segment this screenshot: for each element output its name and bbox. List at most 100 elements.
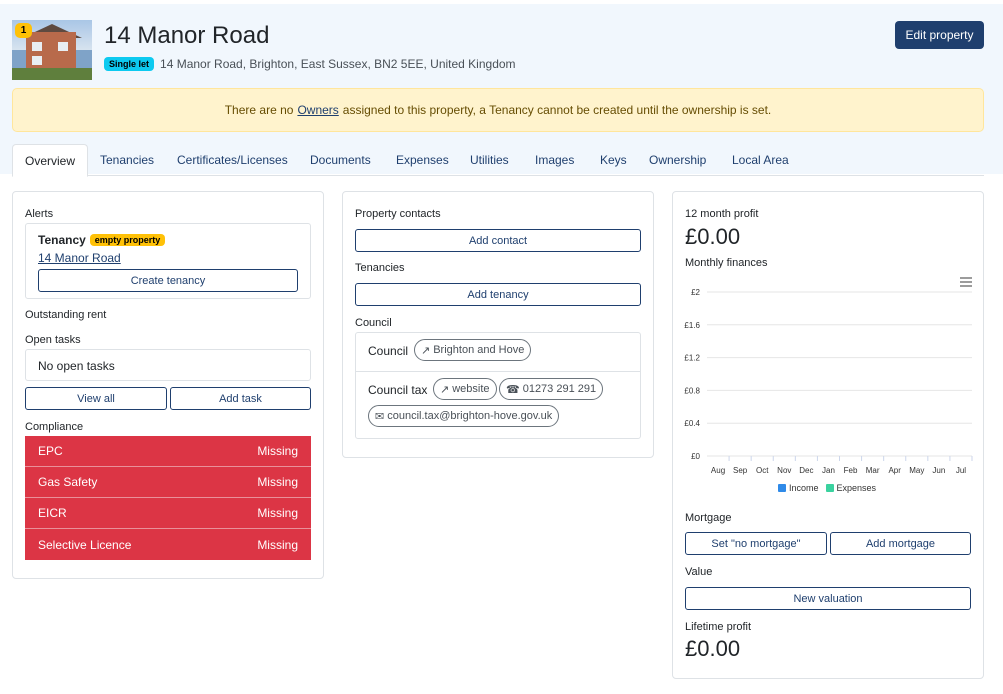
alerts-label: Alerts	[25, 208, 54, 220]
council-section-label: Council	[355, 317, 392, 329]
outstanding-rent-label: Outstanding rent	[25, 309, 107, 321]
y-tick-label: £0.8	[684, 386, 700, 395]
add-tenancy-button[interactable]: Add tenancy	[355, 283, 641, 306]
council-tax-email: council.tax@brighton-hove.gov.uk	[387, 410, 553, 422]
image-count-badge: 1	[15, 23, 32, 38]
monthly-finances-label: Monthly finances	[685, 257, 768, 269]
open-tasks-label: Open tasks	[25, 334, 81, 346]
alert-text-before: There are no	[224, 103, 294, 117]
council-tax-email-chip[interactable]: ✉ council.tax@brighton-hove.gov.uk	[368, 405, 560, 427]
x-tick-label: Mar	[866, 466, 880, 475]
legend-expenses[interactable]: Expenses	[836, 483, 877, 493]
legend-income[interactable]: Income	[789, 483, 819, 493]
add-contact-button[interactable]: Add contact	[355, 229, 641, 252]
external-link-icon: ↗	[440, 383, 450, 396]
compliance-label: Compliance	[25, 421, 84, 433]
x-tick-label: Apr	[888, 466, 901, 475]
council-tax-label: Council tax	[368, 383, 428, 397]
tab-certificates-licenses[interactable]: Certificates/Licenses	[177, 153, 288, 167]
y-tick-label: £2	[691, 288, 700, 297]
y-tick-label: £1.6	[684, 321, 700, 330]
tab-ownership[interactable]: Ownership	[649, 153, 707, 167]
no-open-tasks-text: No open tasks	[38, 359, 115, 373]
set-no-mortgage-button[interactable]: Set "no mortgage"	[685, 532, 827, 555]
council-divider	[356, 371, 640, 372]
compliance-status: Missing	[257, 537, 298, 552]
compliance-status: Missing	[257, 475, 298, 489]
edit-property-button[interactable]: Edit property	[895, 21, 984, 49]
add-mortgage-button[interactable]: Add mortgage	[830, 532, 971, 555]
y-tick-label: £0	[691, 452, 700, 461]
council-tax-website: website	[452, 383, 490, 395]
x-tick-label: Dec	[799, 466, 813, 475]
owners-link[interactable]: Owners	[297, 103, 339, 117]
tab-tenancies[interactable]: Tenancies	[100, 153, 155, 167]
x-tick-label: Feb	[844, 466, 858, 475]
compliance-row-epc[interactable]: EPC Missing	[25, 436, 311, 467]
tab-images[interactable]: Images	[535, 153, 575, 167]
create-tenancy-button[interactable]: Create tenancy	[38, 269, 298, 292]
property-type-badge: Single let	[104, 57, 155, 71]
tab-keys[interactable]: Keys	[600, 153, 627, 167]
add-task-button[interactable]: Add task	[170, 387, 311, 410]
compliance-row-selective-licence[interactable]: Selective Licence Missing	[25, 529, 311, 560]
tab-overview[interactable]: Overview	[12, 144, 89, 177]
property-contacts-label: Property contacts	[355, 208, 441, 220]
tab-local-area[interactable]: Local Area	[732, 153, 789, 167]
legend-income-swatch	[778, 484, 786, 492]
compliance-row-gas-safety[interactable]: Gas Safety Missing	[25, 467, 311, 498]
chart-menu-icon[interactable]	[958, 277, 974, 289]
compliance-row-eicr[interactable]: EICR Missing	[25, 498, 311, 529]
phone-icon: ☎	[506, 383, 520, 396]
x-tick-label: Jun	[932, 466, 945, 475]
chart-legend: Income Expenses	[778, 483, 876, 493]
tenancy-alert-title: Tenancy	[38, 233, 86, 247]
alert-text-after: assigned to this property, a Tenancy can…	[342, 103, 772, 117]
council-tax-phone-chip[interactable]: ☎ 01273 291 291	[499, 378, 604, 400]
lifetime-profit-label: Lifetime profit	[685, 621, 752, 633]
council-row-label: Council	[368, 344, 409, 358]
view-all-tasks-button[interactable]: View all	[25, 387, 167, 410]
x-tick-label: Sep	[733, 466, 748, 475]
tenancy-property-link[interactable]: 14 Manor Road	[38, 251, 121, 265]
property-thumbnail[interactable]: 1	[12, 20, 92, 80]
tenancy-alert-header: Tenancy empty property	[38, 233, 166, 247]
property-tabs: Overview Tenancies Certificates/Licenses…	[12, 144, 984, 177]
y-tick-label: £1.2	[684, 354, 700, 363]
compliance-name: Gas Safety	[38, 475, 98, 489]
empty-property-badge: empty property	[89, 234, 166, 246]
x-tick-label: Aug	[711, 466, 725, 475]
x-tick-label: Nov	[777, 466, 791, 475]
tab-expenses[interactable]: Expenses	[396, 153, 449, 167]
y-tick-label: £0.4	[684, 419, 700, 428]
property-address-line: Single let 14 Manor Road, Brighton, East…	[104, 57, 516, 71]
no-owners-alert: There are no Owners assigned to this pro…	[12, 88, 984, 132]
legend-expenses-swatch	[825, 484, 834, 492]
x-tick-label: Jul	[956, 466, 966, 475]
tab-utilities[interactable]: Utilities	[470, 153, 509, 167]
tab-documents[interactable]: Documents	[310, 153, 371, 167]
council-tax-website-chip[interactable]: ↗ website	[433, 378, 497, 400]
value-label: Value	[685, 566, 713, 578]
page-title: 14 Manor Road	[104, 22, 270, 49]
new-valuation-button[interactable]: New valuation	[685, 587, 971, 610]
council-name: Brighton and Hove	[433, 344, 525, 356]
open-tasks-box	[25, 349, 311, 381]
x-tick-label: Oct	[756, 466, 769, 475]
compliance-name: Selective Licence	[38, 537, 132, 552]
twelve-month-profit-value: £0.00	[685, 224, 741, 249]
compliance-status: Missing	[257, 444, 298, 458]
x-tick-label: Jan	[822, 466, 835, 475]
compliance-name: EPC	[38, 444, 63, 458]
lifetime-profit-value: £0.00	[685, 636, 741, 661]
external-link-icon: ↗	[421, 344, 431, 357]
council-name-chip[interactable]: ↗ Brighton and Hove	[414, 339, 532, 361]
tenancies-label: Tenancies	[355, 262, 405, 274]
mortgage-label: Mortgage	[685, 512, 732, 524]
monthly-finances-chart: £0 £0.4 £0.8 £1.2 £1.6 £2 Aug Sep Oct Nov Dec Jan F…	[684, 277, 974, 475]
envelope-icon: ✉	[375, 410, 385, 423]
x-tick-label: May	[909, 466, 924, 475]
compliance-status: Missing	[257, 506, 298, 520]
council-tax-phone: 01273 291 291	[522, 383, 597, 395]
compliance-name: EICR	[38, 506, 67, 520]
